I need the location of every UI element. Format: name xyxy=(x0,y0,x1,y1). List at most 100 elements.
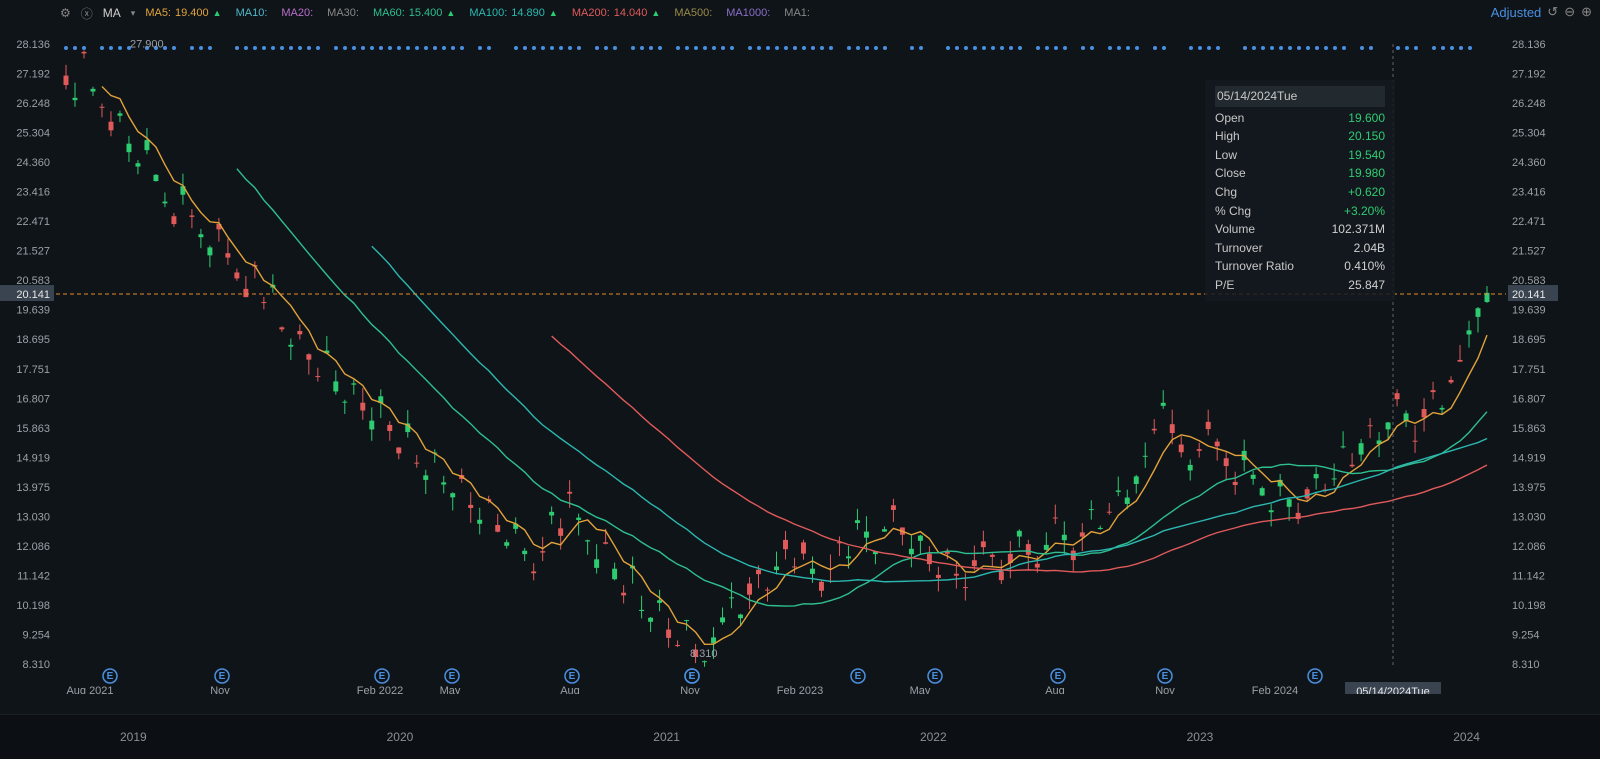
svg-text:13.030: 13.030 xyxy=(1512,511,1546,523)
top-right-controls: Adjusted ↺ ⊖ ⊕ xyxy=(1491,4,1592,20)
zoom-in-icon[interactable]: ⊕ xyxy=(1581,4,1592,20)
ma-indicator-item[interactable]: MA10: xyxy=(236,7,268,19)
svg-text:25.304: 25.304 xyxy=(1512,128,1546,140)
restore-icon[interactable]: ↺ xyxy=(1547,4,1558,20)
ma-indicator-item[interactable]: MA5:19.400▲ xyxy=(145,7,221,19)
svg-text:17.751: 17.751 xyxy=(16,364,50,376)
adjusted-label[interactable]: Adjusted xyxy=(1491,5,1542,20)
svg-text:22.471: 22.471 xyxy=(1512,216,1546,228)
svg-text:20.141: 20.141 xyxy=(16,289,50,301)
svg-text:May: May xyxy=(440,685,461,694)
tooltip-row: High20.150 xyxy=(1215,127,1385,146)
tooltip-row: Low19.540 xyxy=(1215,146,1385,165)
svg-text:12.086: 12.086 xyxy=(1512,541,1546,553)
svg-text:12.086: 12.086 xyxy=(16,541,50,553)
svg-text:Aug: Aug xyxy=(1045,685,1065,694)
svg-text:Feb 2022: Feb 2022 xyxy=(357,685,403,694)
svg-text:15.863: 15.863 xyxy=(16,423,50,435)
svg-text:27.192: 27.192 xyxy=(1512,69,1546,81)
svg-text:Aug 2021: Aug 2021 xyxy=(66,685,113,694)
ma-indicator-item[interactable]: MA60:15.400▲ xyxy=(373,7,455,19)
svg-text:28.136: 28.136 xyxy=(1512,39,1546,51)
svg-text:9.254: 9.254 xyxy=(22,629,50,641)
ma-indicator-item[interactable]: MA100:14.890▲ xyxy=(469,7,558,19)
ma-indicator-item[interactable]: MA1: xyxy=(784,7,810,19)
gear-icon[interactable]: ⚙ xyxy=(60,6,71,20)
svg-text:10.198: 10.198 xyxy=(1512,600,1546,612)
timeline-year: 2021 xyxy=(653,730,680,744)
tooltip-row: Turnover Ratio0.410% xyxy=(1215,257,1385,276)
svg-text:E: E xyxy=(932,671,939,682)
tooltip-row: Open19.600 xyxy=(1215,109,1385,128)
svg-text:E: E xyxy=(855,671,862,682)
svg-text:27.900: 27.900 xyxy=(130,38,164,50)
svg-text:E: E xyxy=(689,671,696,682)
tooltip-date: 05/14/2024Tue xyxy=(1215,86,1385,107)
ohlc-tooltip: 05/14/2024Tue Open19.600High20.150Low19.… xyxy=(1205,80,1395,301)
svg-text:9.254: 9.254 xyxy=(1512,629,1540,641)
ma-indicator-item[interactable]: MA200:14.040▲ xyxy=(572,7,661,19)
tooltip-row: P/E25.847 xyxy=(1215,276,1385,295)
svg-text:E: E xyxy=(569,671,576,682)
svg-text:E: E xyxy=(1055,671,1062,682)
svg-text:25.304: 25.304 xyxy=(16,128,50,140)
svg-text:16.807: 16.807 xyxy=(1512,393,1546,405)
svg-text:E: E xyxy=(219,671,226,682)
svg-text:23.416: 23.416 xyxy=(16,187,50,199)
svg-text:19.639: 19.639 xyxy=(1512,305,1546,317)
svg-text:Nov: Nov xyxy=(1155,685,1175,694)
chevron-down-icon[interactable]: ▾ xyxy=(131,8,136,19)
svg-text:Nov: Nov xyxy=(210,685,230,694)
svg-text:17.751: 17.751 xyxy=(1512,364,1546,376)
svg-text:Nov: Nov xyxy=(680,685,700,694)
ma-indicator-item[interactable]: MA30: xyxy=(327,7,359,19)
close-icon[interactable]: ⓧ xyxy=(81,5,93,22)
svg-text:26.248: 26.248 xyxy=(1512,98,1546,110)
svg-text:May: May xyxy=(910,685,931,694)
timeline-scrubber[interactable]: 201920202021202220232024 xyxy=(0,714,1600,759)
svg-text:21.527: 21.527 xyxy=(16,246,50,258)
svg-text:05/14/2024Tue: 05/14/2024Tue xyxy=(1356,686,1430,694)
indicator-label[interactable]: MA xyxy=(103,6,121,20)
svg-text:13.030: 13.030 xyxy=(16,511,50,523)
svg-text:23.416: 23.416 xyxy=(1512,187,1546,199)
ma-indicator-item[interactable]: MA20: xyxy=(281,7,313,19)
svg-text:E: E xyxy=(1312,671,1319,682)
tooltip-row: Volume102.371M xyxy=(1215,220,1385,239)
ma-indicator-item[interactable]: MA500: xyxy=(674,7,712,19)
svg-text:22.471: 22.471 xyxy=(16,216,50,228)
timeline-year: 2022 xyxy=(920,730,947,744)
svg-text:14.919: 14.919 xyxy=(1512,452,1546,464)
timeline-year: 2020 xyxy=(387,730,414,744)
svg-text:11.142: 11.142 xyxy=(1512,570,1545,582)
svg-text:20.141: 20.141 xyxy=(1512,289,1546,301)
svg-text:15.863: 15.863 xyxy=(1512,423,1546,435)
zoom-out-icon[interactable]: ⊖ xyxy=(1564,4,1575,20)
svg-text:27.192: 27.192 xyxy=(16,69,50,81)
svg-text:Feb 2023: Feb 2023 xyxy=(777,685,823,694)
ma-indicator-item[interactable]: MA1000: xyxy=(726,7,770,19)
svg-text:18.695: 18.695 xyxy=(1512,334,1546,346)
svg-text:E: E xyxy=(107,671,114,682)
svg-text:11.142: 11.142 xyxy=(17,570,50,582)
svg-text:13.975: 13.975 xyxy=(1512,482,1546,494)
svg-text:Aug: Aug xyxy=(560,685,580,694)
svg-text:26.248: 26.248 xyxy=(16,98,50,110)
tooltip-row: Turnover2.04B xyxy=(1215,239,1385,258)
svg-text:8.310: 8.310 xyxy=(690,648,718,660)
svg-text:13.975: 13.975 xyxy=(16,482,50,494)
svg-text:10.198: 10.198 xyxy=(16,600,50,612)
svg-text:19.639: 19.639 xyxy=(16,305,50,317)
tooltip-row: Close19.980 xyxy=(1215,164,1385,183)
svg-text:8.310: 8.310 xyxy=(22,659,50,671)
svg-text:E: E xyxy=(449,671,456,682)
svg-text:21.527: 21.527 xyxy=(1512,246,1546,258)
timeline-year: 2019 xyxy=(120,730,147,744)
timeline-year: 2023 xyxy=(1187,730,1214,744)
indicator-bar: ⚙ ⓧ MA ▾ MA5:19.400▲ MA10: MA20: MA30: MA60:… xyxy=(60,4,1540,22)
svg-text:16.807: 16.807 xyxy=(16,393,50,405)
svg-text:E: E xyxy=(379,671,386,682)
svg-text:8.310: 8.310 xyxy=(1512,659,1540,671)
svg-text:18.695: 18.695 xyxy=(16,334,50,346)
tooltip-row: % Chg+3.20% xyxy=(1215,202,1385,221)
